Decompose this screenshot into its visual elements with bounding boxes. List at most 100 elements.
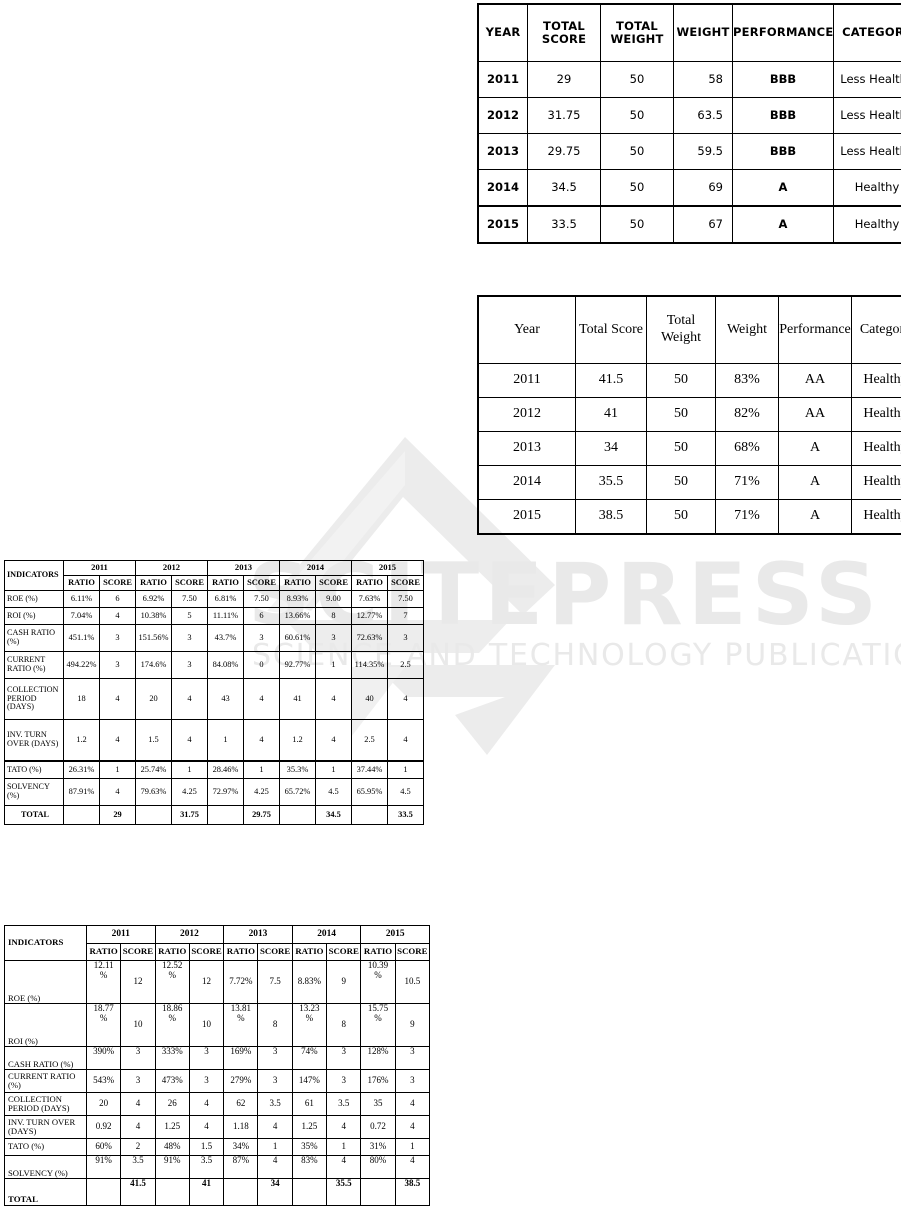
table-row: TATO (%) 26.31% 1 25.74% 1 28.46% 1 35.3…: [5, 761, 424, 779]
cell-ratio: 26: [155, 1093, 189, 1116]
hdr-line-1: Total: [667, 313, 696, 328]
year-header-2011: 2011: [87, 926, 156, 944]
cell-total-weight: 50: [647, 466, 716, 500]
row-label: CURRENT RATIO (%): [5, 652, 64, 679]
cell-ratio: 151.56%: [136, 625, 172, 652]
cell-year: 2012: [478, 398, 576, 432]
row-label: CASH RATIO (%): [5, 1047, 87, 1070]
table-row: CASH RATIO (%) 451.1% 3 151.56% 3 43.7% …: [5, 625, 424, 652]
cell-score: 3: [395, 1047, 429, 1070]
cell-score: 3: [316, 625, 352, 652]
cell-score: 4: [327, 1156, 361, 1179]
cell-score: 3: [388, 625, 424, 652]
cell-score: 3.5: [258, 1093, 292, 1116]
cell-year: 2012: [478, 98, 528, 134]
table-total-row: TOTAL 29 31.75 29.75 34.5 33.5: [5, 806, 424, 825]
cell-total-score: 41.5: [576, 364, 647, 398]
cell-score: 4: [121, 1116, 155, 1139]
cell-score: 7: [388, 608, 424, 625]
cell-year: 2013: [478, 432, 576, 466]
cell-score: 3: [100, 652, 136, 679]
cell-ratio: 147%: [292, 1070, 326, 1093]
cell-year: 2011: [478, 62, 528, 98]
subheader-score: SCORE: [258, 944, 292, 961]
cell-ratio: 390%: [87, 1047, 121, 1070]
cell-ratio: 18: [64, 679, 100, 720]
cell-score: 3: [327, 1070, 361, 1093]
table-row: INV. TURN OVER (DAYS) 0.92 4 1.25 4 1.18…: [5, 1116, 430, 1139]
cell-ratio: 48%: [155, 1139, 189, 1156]
subheader-score: SCORE: [189, 944, 223, 961]
hdr-line-2: Weight: [661, 330, 701, 345]
cell-ratio: 1.5: [136, 720, 172, 762]
cell-total-score: 31.75: [172, 806, 208, 825]
cell-score: 4: [244, 720, 280, 762]
year-header-2011: 2011: [64, 561, 136, 576]
cell-performance: BBB: [733, 62, 834, 98]
table-row: COLLECTION PERIOD (DAYS) 20 4 26 4 62 3.…: [5, 1093, 430, 1116]
cell-ratio: 1.2: [64, 720, 100, 762]
cell-weight: 83%: [716, 364, 779, 398]
cell-score: 8: [316, 608, 352, 625]
column-header-total-weight: Total Weight: [647, 296, 716, 364]
subheader-score: SCORE: [316, 576, 352, 591]
cell-score: 4: [258, 1116, 292, 1139]
cell-ratio: 15.75 %: [361, 1004, 395, 1047]
column-header-indicators: INDICATORS: [5, 926, 87, 961]
cell-score: 7.50: [172, 591, 208, 608]
cell-ratio: 10.39 %: [361, 961, 395, 1004]
cell-score: 3: [172, 652, 208, 679]
cell-score: 1: [395, 1139, 429, 1156]
column-header-indicators: INDICATORS: [5, 561, 64, 591]
cell-score: 4.5: [316, 779, 352, 806]
cell-year: 2014: [478, 466, 576, 500]
cell-performance: AA: [779, 364, 852, 398]
cell-ratio: 8.93%: [280, 591, 316, 608]
cell-ratio: 43.7%: [208, 625, 244, 652]
cell-ratio: 13.23 %: [292, 1004, 326, 1047]
cell-score: 4: [316, 679, 352, 720]
cell-total-weight: 50: [601, 170, 674, 207]
column-header-year: Year: [478, 296, 576, 364]
table-row: CURRENT RATIO (%) 494.22% 3 174.6% 3 84.…: [5, 652, 424, 679]
cell-performance: AA: [779, 398, 852, 432]
cell-score: 9: [327, 961, 361, 1004]
cell-ratio: 0.92: [87, 1116, 121, 1139]
subheader-ratio: RATIO: [155, 944, 189, 961]
cell-weight: 63.5: [674, 98, 733, 134]
cell-score: 1: [316, 652, 352, 679]
cell-score: 4: [189, 1093, 223, 1116]
cell-ratio: 279%: [224, 1070, 258, 1093]
cell-total-score: 41: [576, 398, 647, 432]
table-row: 2011 41.5 50 83% AA Healthy: [478, 364, 901, 398]
cell-ratio: 12.77%: [352, 608, 388, 625]
cell-ratio: [208, 806, 244, 825]
cell-score: 7.50: [244, 591, 280, 608]
cell-ratio: 40: [352, 679, 388, 720]
cell-ratio: [64, 806, 100, 825]
table-row: 2014 35.5 50 71% A Healthy: [478, 466, 901, 500]
subheader-ratio: RATIO: [136, 576, 172, 591]
row-label: INV. TURN OVER (DAYS): [5, 1116, 87, 1139]
cell-score: 4: [327, 1116, 361, 1139]
column-header-year: YEAR: [478, 4, 528, 62]
cell-ratio: 43: [208, 679, 244, 720]
cell-total-score: 33.5: [388, 806, 424, 825]
cell-score: 3: [189, 1070, 223, 1093]
year-header-2013: 2013: [208, 561, 280, 576]
cell-ratio: 35%: [292, 1139, 326, 1156]
row-label: SOLVENCY (%): [5, 1156, 87, 1179]
subheader-ratio: RATIO: [352, 576, 388, 591]
cell-score: 1: [258, 1139, 292, 1156]
cell-total-score: 31.75: [528, 98, 601, 134]
cell-score: 1: [388, 761, 424, 779]
subheader-ratio: RATIO: [87, 944, 121, 961]
cell-ratio: 74%: [292, 1047, 326, 1070]
cell-ratio: 91%: [155, 1156, 189, 1179]
cell-ratio: [352, 806, 388, 825]
cell-ratio: 114.35%: [352, 652, 388, 679]
cell-score: 10: [121, 1004, 155, 1047]
cell-ratio: 7.04%: [64, 608, 100, 625]
year-header-2015: 2015: [361, 926, 430, 944]
cell-score: 7.5: [258, 961, 292, 1004]
